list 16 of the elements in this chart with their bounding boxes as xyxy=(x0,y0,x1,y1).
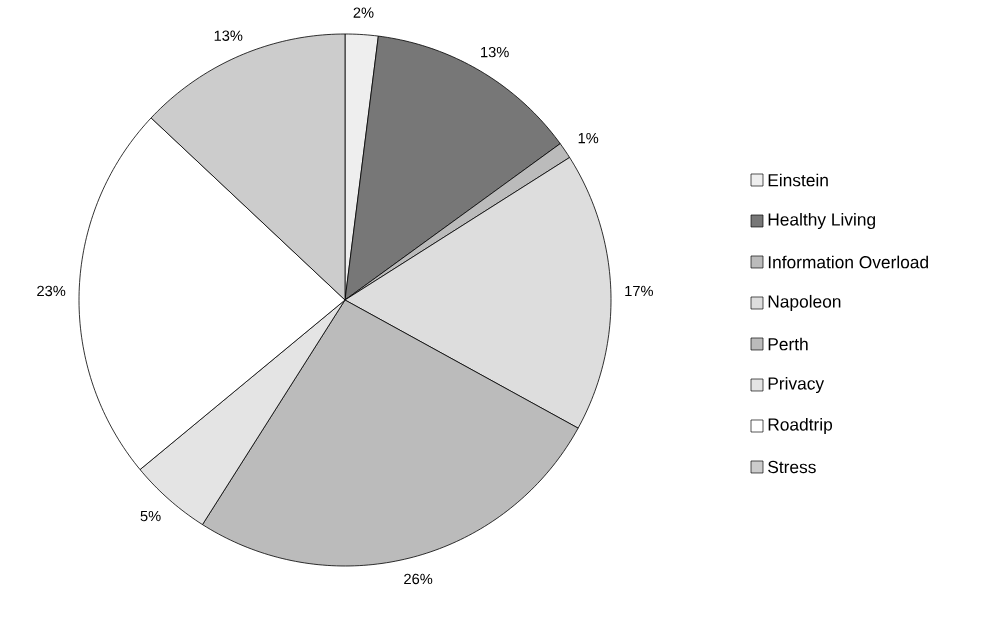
legend-label: Einstein xyxy=(768,173,828,187)
data-label: 1% xyxy=(578,133,599,144)
data-label: 13% xyxy=(214,30,243,41)
data-label: 5% xyxy=(140,510,161,522)
legend-label: Privacy xyxy=(768,376,825,394)
data-label: 17% xyxy=(625,285,653,297)
data-label: 26% xyxy=(404,573,433,585)
data-label: 13% xyxy=(481,46,509,58)
legend-label: Napoleon xyxy=(768,294,841,312)
legend-label: Information Overload xyxy=(768,255,928,269)
legend-label: Perth xyxy=(768,337,808,351)
legend-label: Roadtrip xyxy=(768,417,833,435)
data-label: 23% xyxy=(37,285,66,297)
data-label: 2% xyxy=(353,7,374,18)
legend-label: Healthy Living xyxy=(768,212,876,230)
legend-label: Stress xyxy=(768,460,816,474)
